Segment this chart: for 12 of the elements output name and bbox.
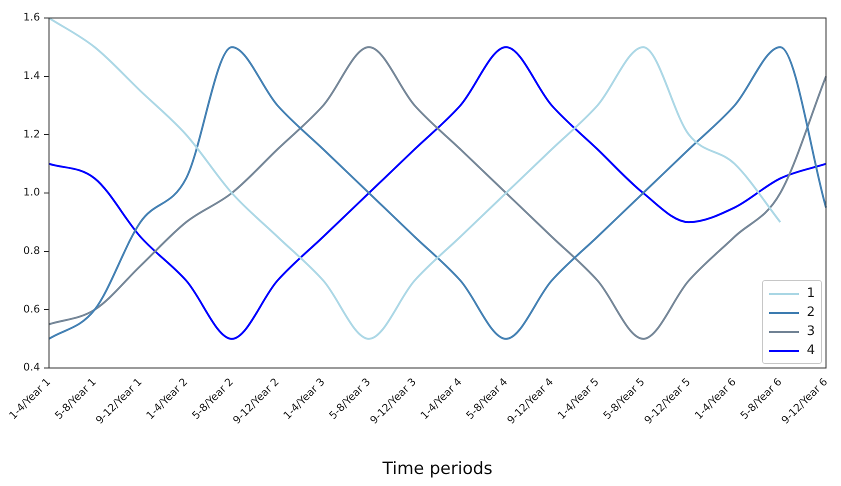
y-tick-label: 1.4 — [23, 70, 40, 82]
y-tick-label: 0.8 — [23, 245, 40, 258]
legend-label: 2 — [806, 305, 815, 320]
legend-label: 3 — [806, 324, 815, 339]
legend-label: 1 — [806, 286, 815, 301]
y-tick-label: 1.2 — [23, 128, 40, 140]
y-tick-label: 1.0 — [23, 186, 40, 199]
x-axis-title: Time periods — [381, 459, 493, 480]
y-tick-label: 1.6 — [23, 12, 40, 24]
y-tick-label: 0.4 — [23, 362, 40, 374]
y-tick-label: 0.6 — [23, 303, 40, 316]
legend-label: 4 — [806, 343, 815, 358]
